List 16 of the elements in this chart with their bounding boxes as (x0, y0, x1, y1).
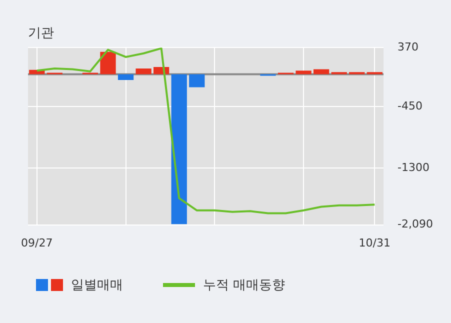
y-tick-label: -2,090 (398, 218, 434, 231)
y-tick-label: -450 (398, 100, 423, 113)
bar (100, 52, 116, 74)
legend-label: 누적 매매동향 (203, 277, 286, 294)
bar (314, 69, 330, 74)
bar (136, 68, 152, 74)
y-tick-label: -1300 (398, 160, 430, 174)
bar (296, 70, 312, 74)
chart-title: 기관 (28, 26, 54, 42)
bar (171, 74, 187, 224)
y-tick-label: 370 (398, 40, 419, 54)
bar (189, 74, 205, 88)
x-tick-label: 09/27 (21, 236, 53, 250)
bar (118, 74, 134, 80)
x-tick-label: 10/31 (358, 236, 391, 250)
legend-label: 일별매매 (71, 277, 123, 294)
